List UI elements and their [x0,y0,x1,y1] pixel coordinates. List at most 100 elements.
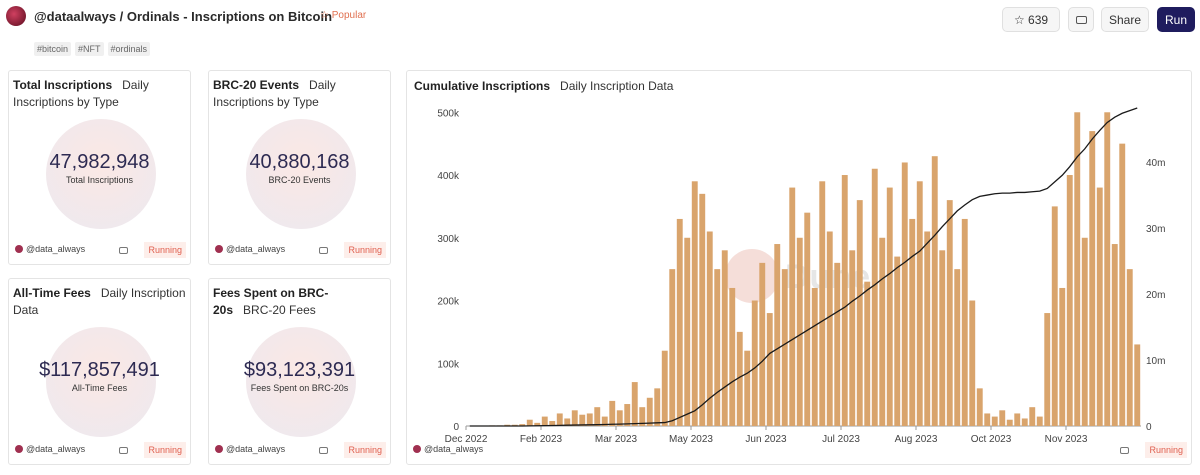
bar [1029,407,1036,426]
dashboard-title: @dataalways / Ordinals - Inscriptions on… [34,9,333,24]
bar [1111,244,1118,426]
bar [556,413,563,426]
bar [571,410,578,426]
bar [684,237,691,426]
tag[interactable]: #ordinals [107,42,151,56]
bar [736,331,743,426]
y-tick-label: 0 [453,422,459,433]
bar [676,218,683,426]
x-tick-label: Mar 2023 [595,434,638,445]
bar [1044,313,1051,426]
bar [819,181,826,426]
author[interactable]: @data_always [226,244,286,254]
bar [811,287,818,426]
counter-subtitle: Daily Inscriptions by Type [213,78,336,109]
bar [526,419,533,426]
author[interactable]: @data_always [424,444,484,454]
badge-text: Popular [331,10,367,21]
counter-card: BRC-20 Events Daily Inscriptions by Type… [208,70,391,265]
counter-value: $117,857,491 [39,359,160,381]
bar [961,218,968,426]
bar [1081,237,1088,426]
bar [984,413,991,426]
x-tick-label: Dec 2022 [445,434,488,445]
bar [924,231,931,426]
bar [894,256,901,426]
counter-title: Fees Spent on BRC-20s [213,286,329,317]
bar [1104,112,1111,426]
counter-label: Total Inscriptions [65,175,134,185]
bar [804,212,811,426]
status: Running [1145,442,1187,458]
x-tick-label: Jul 2023 [822,434,860,445]
bar [639,407,646,426]
bar [624,404,631,426]
status: Running [344,242,386,258]
y-tick-label: 400k [437,171,460,182]
counter-bg [46,119,156,229]
counter-subtitle: Daily Inscriptions by Type [13,78,149,109]
x-tick-label: Feb 2023 [520,434,563,445]
counter-label: BRC-20 Events [268,175,331,185]
counter-card: All-Time Fees Daily Inscription Data $11… [8,278,191,465]
counter-subtitle: Daily Inscription Data [13,286,186,317]
bar [1014,413,1021,426]
status: Running [144,242,186,258]
bar [1074,112,1081,426]
bar [579,414,586,426]
bar [916,181,923,426]
bar [879,237,886,426]
bar [999,410,1006,426]
bar [849,250,856,426]
bar [886,187,893,426]
bar [706,231,713,426]
bar [834,262,841,426]
bar [654,388,661,426]
line [469,107,1138,427]
x-tick-label: Nov 2023 [1045,434,1088,445]
screenshot-button[interactable] [1068,7,1094,32]
y2-tick-label: 0 [1146,422,1152,433]
share-button[interactable]: Share [1101,7,1149,32]
bar [1036,416,1043,426]
y-tick-label: 300k [437,234,460,245]
bar [1126,269,1133,426]
bar [856,200,863,426]
bar [541,416,548,426]
tag[interactable]: #bitcoin [34,42,72,56]
star-button[interactable]: ☆ 639 [1002,7,1060,32]
x-tick-label: Oct 2023 [971,434,1012,445]
bar [699,193,706,426]
chart-subtitle: Daily Inscription Data [560,79,674,93]
author[interactable]: @data_always [26,244,86,254]
bar [564,418,571,426]
y2-tick-label: 10m [1146,356,1165,367]
bar [631,382,638,426]
bar [519,424,526,426]
counter-bg [246,119,356,229]
bar [1134,344,1141,426]
bar [1066,175,1073,426]
bar [549,420,556,426]
x-tick-label: Jun 2023 [745,434,787,445]
status: Running [344,442,386,458]
bar [691,181,698,426]
bar [781,269,788,426]
counter-value: 47,982,948 [49,151,150,173]
chart-card: Cumulative Inscriptions Daily Inscriptio… [406,70,1192,465]
bar [871,168,878,426]
bar [661,350,668,426]
author[interactable]: @data_always [26,444,86,454]
watermark-logo [725,249,779,303]
counter-label: All-Time Fees [71,383,128,393]
bar [774,244,781,426]
bar [864,281,871,426]
bar [534,422,541,426]
popular-badge: ☆ Popular [320,10,367,21]
x-tick-label: May 2023 [669,434,713,445]
run-button[interactable]: Run [1157,7,1195,32]
counter-card: Fees Spent on BRC-20s BRC-20 Fees $93,12… [208,278,391,465]
bar [721,250,728,426]
author[interactable]: @data_always [226,444,286,454]
tag[interactable]: #NFT [75,42,104,56]
